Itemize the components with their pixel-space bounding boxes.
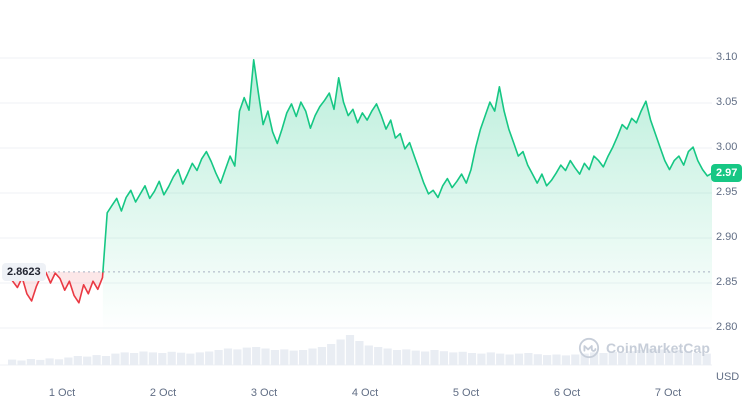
volume-bar xyxy=(64,357,73,365)
volume-bar xyxy=(54,359,64,365)
volume-bar xyxy=(299,350,308,365)
volume-bar xyxy=(158,353,167,365)
currency-label: USD xyxy=(716,371,740,383)
volume-bar xyxy=(167,351,176,365)
volume-bar xyxy=(364,345,373,365)
volume-bar xyxy=(477,353,486,365)
volume-bar xyxy=(270,350,279,365)
volume-bar xyxy=(120,352,129,365)
volume-bar xyxy=(430,350,439,365)
volume-bar xyxy=(111,353,120,365)
volume-bar xyxy=(496,353,505,365)
volume-bar xyxy=(467,353,477,365)
volume-bar xyxy=(242,347,251,365)
volume-bar xyxy=(618,352,627,365)
volume-bar xyxy=(636,350,646,365)
volume-bar xyxy=(514,353,524,365)
volume-bar xyxy=(533,354,542,365)
volume-bar xyxy=(411,350,420,365)
volume-bar xyxy=(693,353,702,365)
volume-bar xyxy=(458,351,467,365)
volume-bar xyxy=(486,352,495,365)
volume-bar xyxy=(552,354,561,365)
price-line-up xyxy=(102,58,713,273)
volume-bar xyxy=(543,355,552,365)
volume-bar xyxy=(223,348,233,365)
coinmarketcap-logo-icon xyxy=(578,337,600,359)
volume-bar xyxy=(655,349,664,365)
volume-bar xyxy=(73,356,82,365)
volume-bar xyxy=(92,355,101,365)
volume-bar xyxy=(421,351,430,365)
volume-bar xyxy=(524,353,533,365)
volume-bar xyxy=(327,344,336,365)
volume-bar xyxy=(214,350,223,365)
volume-bar xyxy=(177,352,186,365)
volume-bar xyxy=(261,348,270,365)
volume-bar xyxy=(139,351,148,365)
volume-bar xyxy=(383,348,392,365)
price-line-down xyxy=(7,271,104,304)
volume-bar xyxy=(580,353,589,365)
volume-bar xyxy=(599,353,608,365)
volume-bar xyxy=(186,353,195,365)
volume-bar xyxy=(17,360,26,365)
current-price-badge: 2.97 xyxy=(711,164,743,183)
open-price-badge: 2.8623 xyxy=(2,262,46,281)
volume-bar xyxy=(392,350,402,365)
volume-bar xyxy=(702,353,711,365)
volume-bar xyxy=(674,350,683,365)
volume-bar xyxy=(683,351,692,365)
volume-bar xyxy=(374,347,383,365)
volume-bar xyxy=(83,356,92,365)
volume-bar xyxy=(289,350,298,365)
volume-bar xyxy=(505,354,514,365)
volume-bar xyxy=(590,352,599,365)
volume-bar xyxy=(571,354,580,365)
volume-bar xyxy=(355,341,364,365)
volume-bar xyxy=(252,347,261,365)
volume-bar xyxy=(665,350,674,365)
volume-bar xyxy=(101,356,111,365)
volume-bar xyxy=(646,348,655,365)
volume-bar xyxy=(36,359,45,365)
coinmarketcap-watermark: CoinMarketCap xyxy=(578,337,710,359)
volume-bar xyxy=(608,351,617,365)
volume-bar xyxy=(233,349,242,365)
volume-bar xyxy=(402,349,411,365)
volume-bar xyxy=(336,339,345,365)
volume-bar xyxy=(317,347,326,365)
volume-bar xyxy=(627,351,636,365)
volume-bar xyxy=(345,335,355,365)
watermark-text: CoinMarketCap xyxy=(606,340,710,356)
volume-bar xyxy=(280,349,289,365)
volume-bar xyxy=(26,359,35,365)
volume-bar xyxy=(449,352,458,365)
volume-bar xyxy=(308,348,317,365)
volume-bar xyxy=(439,351,448,365)
price-area-up xyxy=(102,59,712,333)
volume-bar xyxy=(130,353,139,365)
volume-bar xyxy=(561,355,570,365)
volume-bar xyxy=(148,352,157,365)
volume-bar xyxy=(195,352,204,365)
volume-bar xyxy=(8,359,17,365)
volume-bar xyxy=(45,358,54,365)
volume-bar xyxy=(205,351,214,365)
